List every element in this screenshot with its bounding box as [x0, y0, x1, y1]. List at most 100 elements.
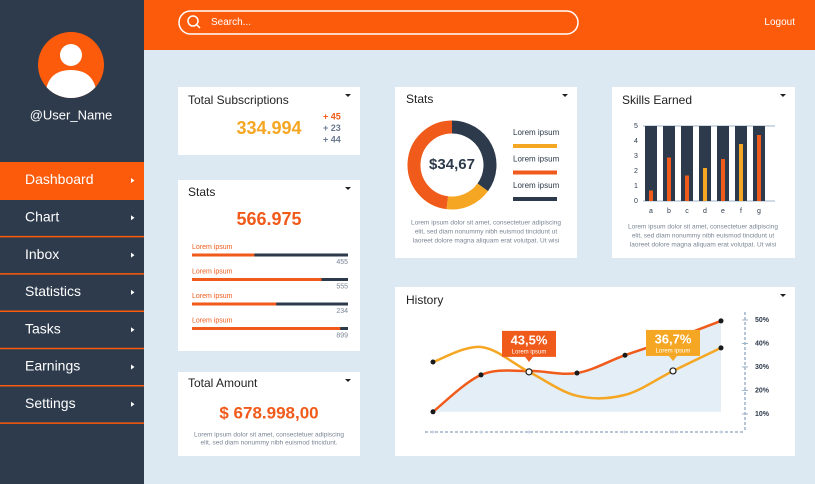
stats-row-value: 234: [336, 308, 348, 315]
card-title: Stats: [188, 185, 215, 199]
subscription-change: + 44: [323, 134, 341, 144]
data-point: [574, 370, 580, 376]
stats-row-value: 899: [336, 332, 348, 339]
subscription-change: + 45: [323, 111, 341, 121]
menu-item: Tasks: [25, 320, 61, 336]
y-tick-label: 40%: [755, 340, 770, 347]
menu-item: Statistics: [25, 283, 81, 299]
card-text: Lorem ipsum dolor sit amet, consectetuer…: [628, 224, 778, 231]
subscriptions-value: 334.994: [236, 118, 301, 138]
top-bar: [144, 0, 815, 50]
menu-item: Settings: [25, 395, 76, 411]
search-box[interactable]: Search...: [178, 10, 579, 35]
card-title: Stats: [406, 92, 433, 106]
menu-arrow: [131, 364, 135, 370]
y-tick-label: 3: [634, 153, 638, 160]
y-tick-label: 30%: [755, 364, 770, 371]
card: [178, 372, 360, 456]
search-icon: [187, 15, 199, 27]
data-point: [718, 318, 724, 324]
card-title: Total Subscriptions: [188, 93, 289, 107]
callout-pointer: [669, 355, 677, 361]
logout-button[interactable]: Logout: [764, 17, 795, 28]
card-menu-arrow[interactable]: [345, 94, 351, 97]
card: [178, 87, 360, 155]
legend-label: Lorem ipsum: [513, 181, 560, 190]
menu-arrow: [131, 289, 135, 295]
card-text: Lorem ipsum dolor sit amet, consectetuer…: [194, 432, 344, 439]
y-tick-label: 1: [634, 183, 638, 190]
x-axis-tick: [527, 430, 531, 434]
bar-track: [699, 126, 711, 201]
donut-segment: [451, 120, 497, 192]
card-text: Lorem ipsum dolor sit amet, consectetuer…: [411, 220, 561, 227]
card-text: laoreet dolore magna aliquam erat volutp…: [630, 242, 776, 249]
menu-arrow: [131, 401, 135, 407]
bar: [703, 168, 707, 201]
stats-row-label: Lorem ipsum: [192, 317, 233, 324]
menu-item: Dashboard: [25, 171, 94, 187]
menu-item-active-bg: [0, 162, 144, 200]
callout-anchor: [525, 368, 533, 376]
card-text: laoreet dolore magna aliquam erat volutp…: [413, 238, 559, 245]
menu-arrow: [131, 178, 135, 183]
y-tick-label: 5: [634, 123, 638, 130]
x-axis-tick: [623, 430, 627, 434]
donut-segment: [407, 120, 453, 210]
callout-value: 43,5%: [511, 332, 548, 347]
search-field[interactable]: [178, 10, 579, 35]
username: @User_Name: [30, 107, 113, 122]
menu-arrow: [131, 252, 135, 258]
stats-row-label: Lorem ipsum: [192, 268, 233, 275]
stats-row-value: 455: [336, 259, 348, 266]
x-axis-tick: [431, 430, 435, 434]
x-tick-label: d: [703, 208, 707, 215]
x-tick-label: a: [649, 208, 653, 215]
y-tick-label: 10%: [755, 411, 770, 418]
search-icon-handle: [195, 23, 201, 29]
legend-swatch: [513, 144, 557, 148]
bar: [649, 190, 653, 201]
x-tick-label: e: [721, 208, 725, 215]
menu-item-hit[interactable]: [0, 311, 144, 348]
bar: [685, 175, 689, 201]
card-title: History: [406, 293, 443, 307]
legend-label: Lorem ipsum: [513, 155, 560, 164]
card-text: elit, sed diam nonummy nibh euismod tinc…: [201, 440, 338, 447]
menu-item: Chart: [25, 209, 59, 225]
card-menu-arrow[interactable]: [345, 379, 351, 382]
bar: [739, 144, 743, 201]
x-tick-label: g: [757, 208, 761, 215]
card-menu-arrow[interactable]: [780, 94, 786, 97]
callout-anchor: [669, 367, 677, 375]
card-title: Total Amount: [188, 376, 258, 390]
bar: [667, 157, 671, 201]
menu-arrow: [131, 215, 135, 221]
bar-track: [681, 126, 693, 201]
legend-label: Lorem ipsum: [513, 128, 560, 137]
y-tick-label: 0: [634, 198, 638, 205]
card: [178, 180, 360, 351]
avatar[interactable]: [38, 32, 104, 100]
x-tick-label: f: [740, 208, 742, 215]
x-axis-tick: [575, 430, 579, 434]
x-axis-tick: [719, 430, 723, 434]
x-tick-label: c: [685, 208, 689, 215]
callout-pointer: [525, 356, 533, 362]
data-point: [430, 409, 436, 415]
card-menu-arrow[interactable]: [562, 94, 568, 97]
callout-label: Lorem ipsum: [512, 349, 547, 355]
bar-track: [645, 126, 657, 201]
card-menu-arrow[interactable]: [780, 294, 786, 297]
legend-swatch: [513, 170, 557, 175]
callout-box[interactable]: [646, 329, 700, 356]
menu-item-hit[interactable]: [0, 237, 144, 274]
stats-row-value: 555: [336, 283, 348, 290]
donut-value: $34,67: [429, 156, 475, 173]
card-menu-arrow[interactable]: [345, 187, 351, 190]
callout-box[interactable]: [502, 330, 556, 357]
donut-segment: [446, 183, 488, 210]
menu-item-hit[interactable]: [0, 199, 144, 236]
